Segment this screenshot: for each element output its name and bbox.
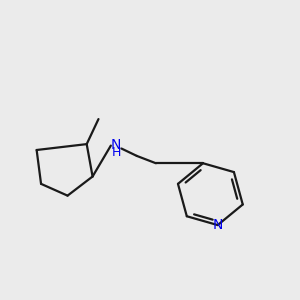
Text: N: N: [111, 138, 121, 152]
Text: H: H: [112, 146, 121, 159]
Text: N: N: [212, 218, 223, 232]
